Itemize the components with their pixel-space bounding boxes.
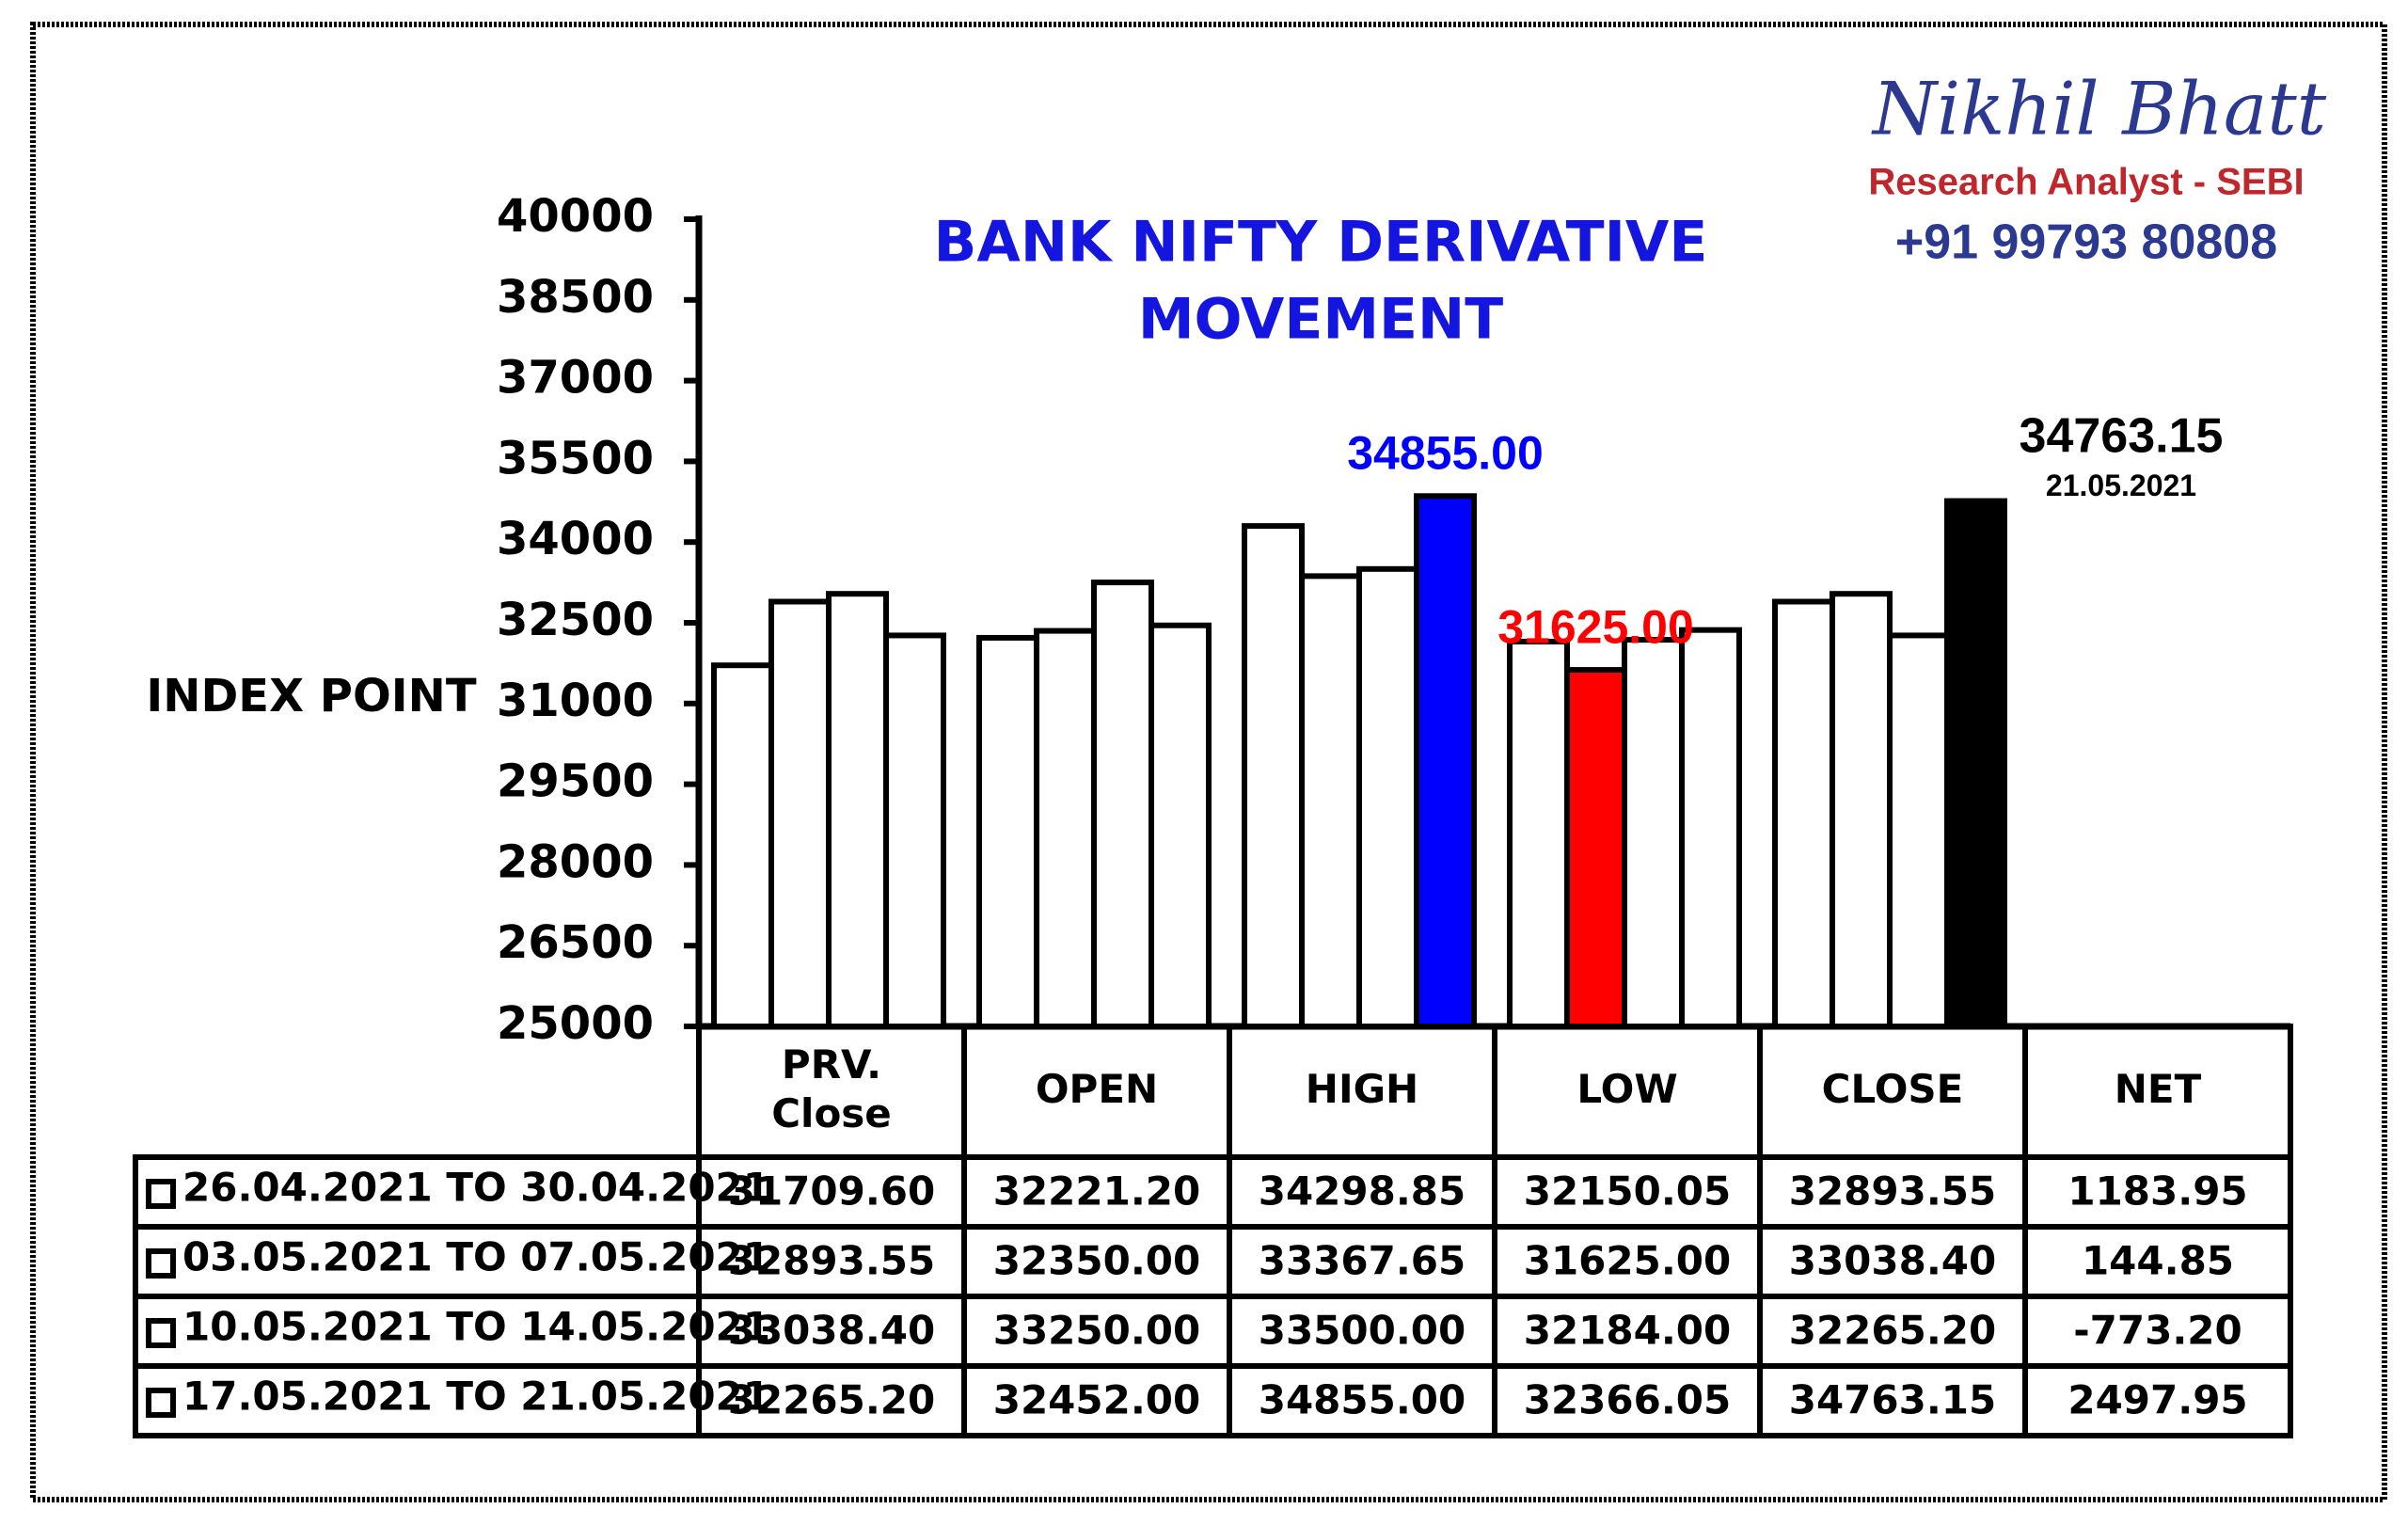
bar — [1356, 565, 1419, 1029]
table-value: 34855.00 — [1259, 1377, 1466, 1423]
bar — [1772, 598, 1835, 1029]
bar — [826, 591, 889, 1029]
table-value: 32265.20 — [728, 1377, 936, 1423]
bar — [1091, 580, 1154, 1029]
bar — [1149, 622, 1212, 1029]
legend-box — [146, 1179, 176, 1209]
row-label: 10.05.2021 TO 14.05.2021 — [182, 1304, 770, 1350]
legend-box — [146, 1388, 176, 1418]
bar — [976, 634, 1039, 1030]
column-header: LOW — [1576, 1066, 1677, 1112]
legend-box — [146, 1318, 176, 1348]
table-value: 34298.85 — [1259, 1168, 1466, 1215]
annotation: 34763.15 — [2020, 408, 2224, 463]
y-tick-label: 26500 — [497, 916, 654, 969]
table-value: 32184.00 — [1524, 1308, 1732, 1354]
y-tick-label: 25000 — [497, 997, 654, 1050]
brand-name: Nikhil Bhatt — [1871, 68, 2327, 152]
chart-title: MOVEMENT — [1138, 287, 1503, 353]
column-header: Close — [771, 1090, 892, 1136]
table-value: 34763.15 — [1789, 1377, 1997, 1423]
bar — [1622, 637, 1685, 1029]
bar — [1034, 627, 1097, 1030]
bar — [1242, 523, 1305, 1029]
column-header: NET — [2115, 1066, 2202, 1112]
table-value: 32221.20 — [993, 1168, 1201, 1215]
bar — [768, 598, 832, 1029]
y-tick-label: 40000 — [497, 190, 654, 243]
table-value: 32150.05 — [1524, 1168, 1732, 1215]
table-value: 32265.20 — [1789, 1308, 1997, 1354]
bar — [1564, 667, 1627, 1029]
table-value: 32350.00 — [993, 1238, 1201, 1284]
y-tick-label: 38500 — [497, 271, 654, 324]
table-net: 1183.95 — [2067, 1168, 2247, 1215]
bar — [883, 632, 946, 1029]
y-tick-label: 29500 — [497, 755, 654, 808]
table-value: 33250.00 — [993, 1308, 1201, 1354]
column-header: HIGH — [1306, 1066, 1418, 1112]
row-label: 03.05.2021 TO 07.05.2021 — [182, 1234, 770, 1280]
table-value: 33038.40 — [1789, 1238, 1997, 1284]
annotation: 34855.00 — [1347, 426, 1544, 479]
table-value: 32893.55 — [1789, 1168, 1997, 1215]
table-value: 33367.65 — [1259, 1238, 1466, 1284]
frame — [30, 22, 2387, 1502]
table-value: 33038.40 — [728, 1308, 936, 1354]
bar — [1830, 591, 1893, 1029]
brand-phone: +91 99793 80808 — [1895, 215, 2277, 270]
bar — [1414, 493, 1477, 1029]
y-tick-label: 34000 — [497, 513, 654, 565]
bar — [711, 662, 774, 1029]
chart-title: BANK NIFTY DERIVATIVE — [934, 210, 1708, 276]
column-header: PRV. — [782, 1041, 881, 1088]
table-net: 144.85 — [2082, 1238, 2234, 1284]
y-tick-label: 35500 — [497, 432, 654, 485]
y-tick-label: 32500 — [497, 594, 654, 646]
y-tick-label: 28000 — [497, 835, 654, 888]
y-tick-label: 37000 — [497, 352, 654, 405]
table-cell — [2022, 1363, 2293, 1438]
bar — [1887, 632, 1950, 1029]
row-label: 17.05.2021 TO 21.05.2021 — [182, 1374, 770, 1420]
brand-role: Research Analyst - SEBI — [1868, 162, 2304, 203]
annotation: 31625.00 — [1497, 600, 1694, 653]
table-value: 32452.00 — [993, 1377, 1201, 1423]
table-value: 32366.05 — [1524, 1377, 1732, 1423]
table-value: 32893.55 — [728, 1238, 936, 1284]
bar — [1679, 627, 1742, 1029]
y-tick-label: 31000 — [497, 675, 654, 727]
column-header: OPEN — [1036, 1066, 1158, 1112]
table-value: 33500.00 — [1259, 1308, 1466, 1354]
bar — [1944, 498, 2007, 1029]
table-net: -773.20 — [2073, 1308, 2242, 1354]
column-header: CLOSE — [1822, 1066, 1964, 1112]
bar — [1299, 573, 1362, 1029]
table-value: 31709.60 — [728, 1168, 936, 1215]
annotation-date: 21.05.2021 — [2046, 469, 2196, 502]
legend-box — [146, 1248, 176, 1279]
table-net: 2497.95 — [2067, 1377, 2247, 1423]
bar — [1507, 639, 1570, 1029]
y-axis-label: INDEX POINT — [146, 670, 476, 723]
row-label: 26.04.2021 TO 30.04.2021 — [182, 1165, 770, 1211]
table-value: 31625.00 — [1524, 1238, 1732, 1284]
